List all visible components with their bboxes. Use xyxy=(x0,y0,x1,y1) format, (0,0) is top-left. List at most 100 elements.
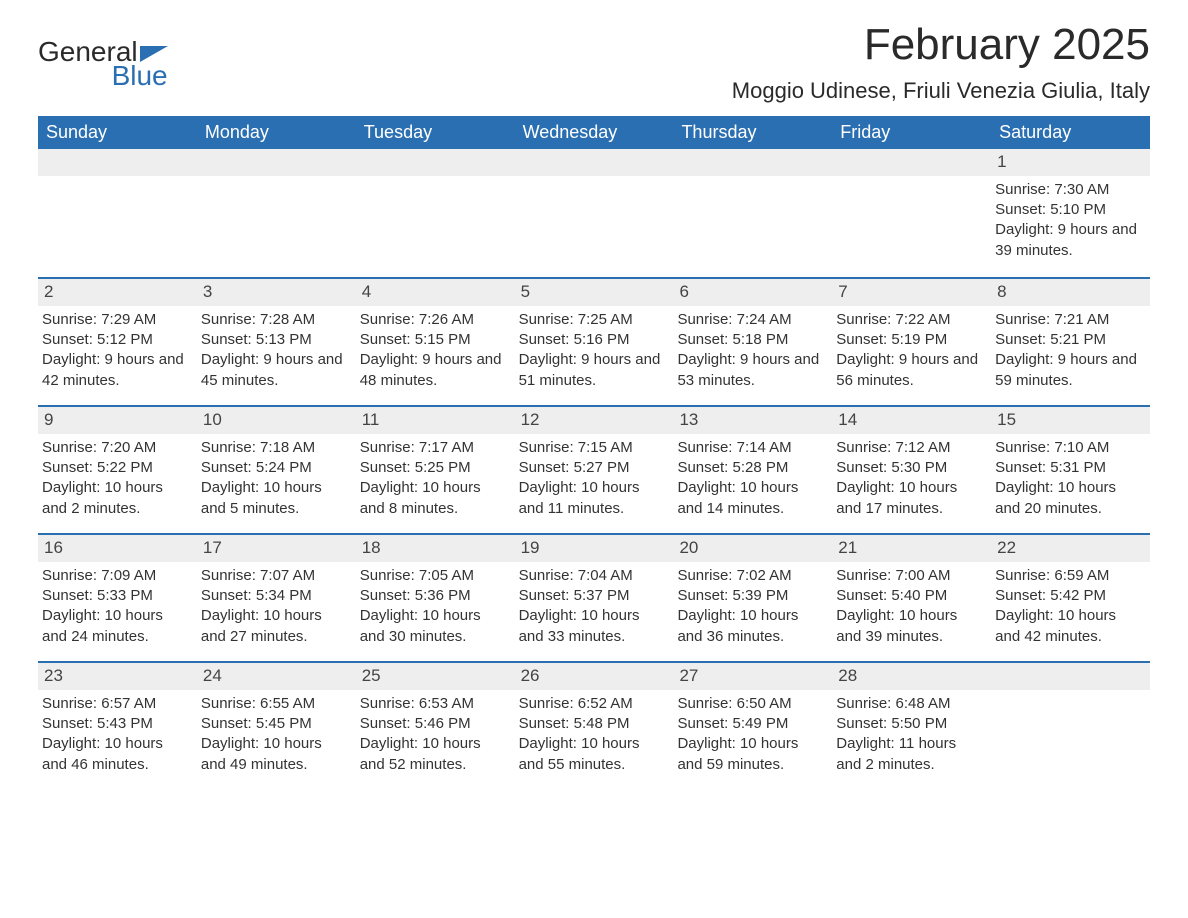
day-number: 26 xyxy=(515,663,674,690)
day-cell: 18 Sunrise: 7:05 AMSunset: 5:36 PMDayligh… xyxy=(356,535,515,661)
day-cell: 7 Sunrise: 7:22 AMSunset: 5:19 PMDaylight… xyxy=(832,279,991,405)
title-block: February 2025 Moggio Udinese, Friuli Ven… xyxy=(732,20,1150,104)
day-cell: 6 Sunrise: 7:24 AMSunset: 5:18 PMDaylight… xyxy=(673,279,832,405)
day-details: Sunrise: 7:05 AMSunset: 5:36 PMDaylight:… xyxy=(358,566,509,647)
day-number: 16 xyxy=(38,535,197,562)
day-cell xyxy=(38,149,197,277)
day-cell: 10 Sunrise: 7:18 AMSunset: 5:24 PMDayligh… xyxy=(197,407,356,533)
day-number: 12 xyxy=(515,407,674,434)
calendar: SundayMondayTuesdayWednesdayThursdayFrid… xyxy=(38,116,1150,789)
week-row: 2 Sunrise: 7:29 AMSunset: 5:12 PMDaylight… xyxy=(38,277,1150,405)
day-details: Sunrise: 7:24 AMSunset: 5:18 PMDaylight:… xyxy=(675,310,826,391)
day-number: 24 xyxy=(197,663,356,690)
day-number xyxy=(515,149,674,176)
day-number: 9 xyxy=(38,407,197,434)
header: General Blue February 2025 Moggio Udines… xyxy=(38,20,1150,104)
day-details: Sunrise: 7:09 AMSunset: 5:33 PMDaylight:… xyxy=(40,566,191,647)
week-row: 23 Sunrise: 6:57 AMSunset: 5:43 PMDayligh… xyxy=(38,661,1150,789)
day-number: 4 xyxy=(356,279,515,306)
month-title: February 2025 xyxy=(732,20,1150,70)
week-row: 1 Sunrise: 7:30 AMSunset: 5:10 PMDaylight… xyxy=(38,149,1150,277)
day-details: Sunrise: 6:57 AMSunset: 5:43 PMDaylight:… xyxy=(40,694,191,775)
day-cell: 26 Sunrise: 6:52 AMSunset: 5:48 PMDayligh… xyxy=(515,663,674,789)
day-number: 8 xyxy=(991,279,1150,306)
day-details: Sunrise: 7:29 AMSunset: 5:12 PMDaylight:… xyxy=(40,310,191,391)
location: Moggio Udinese, Friuli Venezia Giulia, I… xyxy=(732,78,1150,104)
day-details: Sunrise: 6:50 AMSunset: 5:49 PMDaylight:… xyxy=(675,694,826,775)
day-number: 20 xyxy=(673,535,832,562)
day-details: Sunrise: 7:25 AMSunset: 5:16 PMDaylight:… xyxy=(517,310,668,391)
day-header: Wednesday xyxy=(515,116,674,149)
logo: General Blue xyxy=(38,20,168,90)
logo-text-blue: Blue xyxy=(102,62,168,90)
day-header: Thursday xyxy=(673,116,832,149)
day-cell xyxy=(197,149,356,277)
day-cell: 8 Sunrise: 7:21 AMSunset: 5:21 PMDaylight… xyxy=(991,279,1150,405)
day-details: Sunrise: 7:15 AMSunset: 5:27 PMDaylight:… xyxy=(517,438,668,519)
day-cell xyxy=(832,149,991,277)
day-number: 21 xyxy=(832,535,991,562)
day-header: Monday xyxy=(197,116,356,149)
day-cell xyxy=(515,149,674,277)
day-number: 27 xyxy=(673,663,832,690)
day-cell: 4 Sunrise: 7:26 AMSunset: 5:15 PMDaylight… xyxy=(356,279,515,405)
day-details: Sunrise: 7:21 AMSunset: 5:21 PMDaylight:… xyxy=(993,310,1144,391)
day-details: Sunrise: 7:18 AMSunset: 5:24 PMDaylight:… xyxy=(199,438,350,519)
day-number: 17 xyxy=(197,535,356,562)
day-number: 23 xyxy=(38,663,197,690)
day-number xyxy=(356,149,515,176)
day-header-row: SundayMondayTuesdayWednesdayThursdayFrid… xyxy=(38,116,1150,149)
day-cell: 16 Sunrise: 7:09 AMSunset: 5:33 PMDayligh… xyxy=(38,535,197,661)
week-row: 9Sunrise: 7:20 AMSunset: 5:22 PMDaylight… xyxy=(38,405,1150,533)
day-cell xyxy=(356,149,515,277)
day-details: Sunrise: 7:10 AMSunset: 5:31 PMDaylight:… xyxy=(993,438,1144,519)
day-number: 10 xyxy=(197,407,356,434)
day-cell: 15 Sunrise: 7:10 AMSunset: 5:31 PMDayligh… xyxy=(991,407,1150,533)
day-number xyxy=(673,149,832,176)
day-cell: 1 Sunrise: 7:30 AMSunset: 5:10 PMDaylight… xyxy=(991,149,1150,277)
day-number: 11 xyxy=(356,407,515,434)
day-cell: 25 Sunrise: 6:53 AMSunset: 5:46 PMDayligh… xyxy=(356,663,515,789)
day-cell: 23 Sunrise: 6:57 AMSunset: 5:43 PMDayligh… xyxy=(38,663,197,789)
day-cell: 9Sunrise: 7:20 AMSunset: 5:22 PMDaylight… xyxy=(38,407,197,533)
day-number: 18 xyxy=(356,535,515,562)
day-details: Sunrise: 6:53 AMSunset: 5:46 PMDaylight:… xyxy=(358,694,509,775)
day-cell: 12 Sunrise: 7:15 AMSunset: 5:27 PMDayligh… xyxy=(515,407,674,533)
day-number: 14 xyxy=(832,407,991,434)
day-number xyxy=(197,149,356,176)
day-details: Sunrise: 7:07 AMSunset: 5:34 PMDaylight:… xyxy=(199,566,350,647)
day-number: 6 xyxy=(673,279,832,306)
day-cell: 20 Sunrise: 7:02 AMSunset: 5:39 PMDayligh… xyxy=(673,535,832,661)
day-details: Sunrise: 7:00 AMSunset: 5:40 PMDaylight:… xyxy=(834,566,985,647)
day-details: Sunrise: 7:02 AMSunset: 5:39 PMDaylight:… xyxy=(675,566,826,647)
day-cell: 27 Sunrise: 6:50 AMSunset: 5:49 PMDayligh… xyxy=(673,663,832,789)
day-number: 22 xyxy=(991,535,1150,562)
day-cell: 24 Sunrise: 6:55 AMSunset: 5:45 PMDayligh… xyxy=(197,663,356,789)
week-row: 16 Sunrise: 7:09 AMSunset: 5:33 PMDayligh… xyxy=(38,533,1150,661)
day-cell: 13Sunrise: 7:14 AMSunset: 5:28 PMDayligh… xyxy=(673,407,832,533)
day-cell: 14Sunrise: 7:12 AMSunset: 5:30 PMDayligh… xyxy=(832,407,991,533)
day-cell: 2 Sunrise: 7:29 AMSunset: 5:12 PMDaylight… xyxy=(38,279,197,405)
day-number: 25 xyxy=(356,663,515,690)
day-number: 15 xyxy=(991,407,1150,434)
day-number: 28 xyxy=(832,663,991,690)
day-details: Sunrise: 6:52 AMSunset: 5:48 PMDaylight:… xyxy=(517,694,668,775)
day-cell: 5Sunrise: 7:25 AMSunset: 5:16 PMDaylight… xyxy=(515,279,674,405)
day-details: Sunrise: 6:59 AMSunset: 5:42 PMDaylight:… xyxy=(993,566,1144,647)
day-details: Sunrise: 7:30 AMSunset: 5:10 PMDaylight:… xyxy=(993,180,1144,261)
day-details: Sunrise: 6:55 AMSunset: 5:45 PMDaylight:… xyxy=(199,694,350,775)
day-details: Sunrise: 7:26 AMSunset: 5:15 PMDaylight:… xyxy=(358,310,509,391)
day-number xyxy=(38,149,197,176)
day-number: 3 xyxy=(197,279,356,306)
day-details: Sunrise: 7:22 AMSunset: 5:19 PMDaylight:… xyxy=(834,310,985,391)
day-number: 13 xyxy=(673,407,832,434)
day-cell: 3 Sunrise: 7:28 AMSunset: 5:13 PMDaylight… xyxy=(197,279,356,405)
day-details: Sunrise: 6:48 AMSunset: 5:50 PMDaylight:… xyxy=(834,694,985,775)
day-number: 2 xyxy=(38,279,197,306)
day-details: Sunrise: 7:28 AMSunset: 5:13 PMDaylight:… xyxy=(199,310,350,391)
day-cell: 17 Sunrise: 7:07 AMSunset: 5:34 PMDayligh… xyxy=(197,535,356,661)
day-cell: 11Sunrise: 7:17 AMSunset: 5:25 PMDayligh… xyxy=(356,407,515,533)
day-cell xyxy=(673,149,832,277)
day-number: 1 xyxy=(991,149,1150,176)
day-number: 7 xyxy=(832,279,991,306)
